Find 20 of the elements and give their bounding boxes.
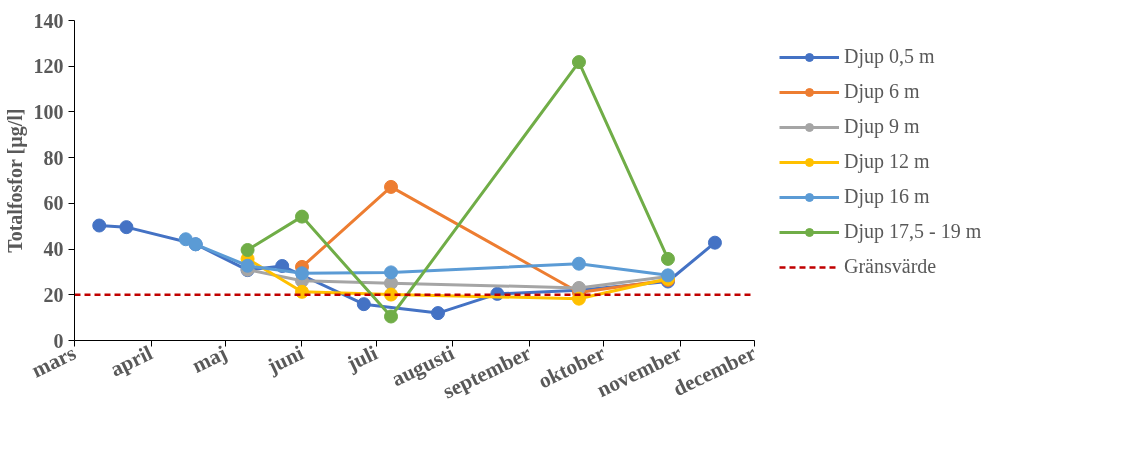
legend-label: Djup 12 m	[844, 150, 930, 173]
x-tick-label: juni	[262, 340, 308, 379]
y-tick-label: 0	[53, 329, 64, 352]
y-axis-title: Totalfosfor [µg/l]	[3, 108, 27, 253]
legend-label: Gränsvärde	[844, 255, 937, 278]
legend-label: Djup 17,5 - 19 m	[844, 220, 982, 243]
y-tick-label: 120	[33, 55, 64, 78]
x-tick-label: april	[106, 340, 157, 382]
legend-label: Djup 0,5 m	[844, 45, 935, 68]
y-tick-label: 60	[43, 192, 64, 215]
x-tick-label: juli	[342, 340, 382, 377]
y-tick-label: 80	[43, 146, 64, 169]
y-tick-label: 100	[33, 100, 64, 123]
y-tick-label: 140	[33, 9, 64, 32]
legend-label: Djup 9 m	[844, 115, 920, 138]
y-tick-label: 40	[43, 238, 64, 261]
x-tick-label: maj	[188, 340, 231, 378]
y-tick-label: 20	[43, 283, 64, 306]
legend-label: Djup 6 m	[844, 80, 920, 103]
legend-label: Djup 16 m	[844, 185, 930, 208]
